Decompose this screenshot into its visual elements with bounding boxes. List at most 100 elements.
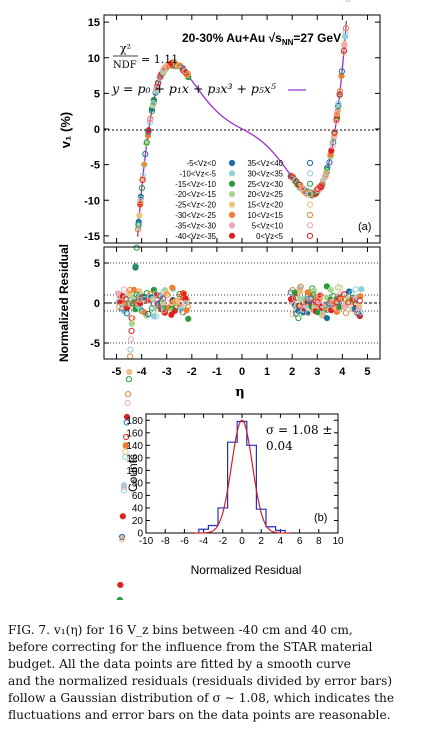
v1-data-point <box>139 176 146 183</box>
x-tick-label: 2 <box>289 366 295 378</box>
y-tick-label: 100 <box>126 466 143 477</box>
residual-point <box>297 288 304 295</box>
residual-point <box>310 291 317 298</box>
sigma-error: 0.04 <box>266 439 293 453</box>
residual-point <box>357 309 364 316</box>
residual-point <box>297 283 304 290</box>
residual-point <box>150 307 157 315</box>
v1-data-point <box>137 200 144 207</box>
residual-point <box>145 310 152 318</box>
v1-data-point <box>123 419 130 426</box>
v1-data-point <box>338 68 345 75</box>
v1-data-point <box>335 100 342 107</box>
v1-data-point <box>341 47 348 54</box>
y-tick-label: -5 <box>90 160 100 172</box>
v1-data-point <box>334 109 341 117</box>
residual-point <box>183 307 190 314</box>
x-tick-label: -4 <box>137 366 148 378</box>
v1-data-point <box>146 116 154 123</box>
y-tick-label: 15 <box>88 17 100 29</box>
legend: -5<Vz<0-10<Vz<-5 -15<Vz<-10-20<Vz<-15 -25<… <box>175 159 314 241</box>
y-tick-label: -15 <box>84 231 100 243</box>
v1-data-point <box>139 172 147 179</box>
legend-label: 35<Vz<40 <box>247 159 283 168</box>
caption-line: fluctuations and error bars on the data … <box>8 708 391 722</box>
v1-data-point <box>142 150 149 158</box>
gaussian-fit <box>194 419 290 534</box>
v1-data-point <box>345 0 351 3</box>
legend-marker <box>306 191 314 198</box>
legend-marker <box>306 159 314 167</box>
ndf-denominator: NDF <box>113 60 137 71</box>
x-tick-label: 0 <box>239 536 245 547</box>
v1-data-point <box>330 139 337 146</box>
legend-label: -5<Vz<0 <box>187 159 217 168</box>
v1-axis-label: v₁ (%) <box>58 112 73 148</box>
residual-point <box>169 284 176 291</box>
legend-label: 0<Vz<5 <box>256 232 284 241</box>
residual-point <box>348 290 355 297</box>
legend-marker <box>228 211 236 219</box>
x-tick-label: -1 <box>212 366 222 378</box>
caption-line: budget. All the data points are fitted b… <box>8 657 351 671</box>
legend-marker <box>228 159 236 167</box>
residual-point <box>291 289 299 296</box>
residual-point <box>289 311 296 318</box>
counts-axis-label: Counts <box>126 454 140 492</box>
residual-point <box>123 310 130 317</box>
v1-data-point <box>127 353 134 360</box>
legend-label: 5<Vz<10 <box>252 221 284 230</box>
x-tick-label: 2 <box>258 536 264 547</box>
legend-label: -20<Vz<-15 <box>175 190 216 199</box>
residual-point <box>114 290 122 297</box>
v1-data-point <box>335 102 342 110</box>
residual-point <box>348 296 355 303</box>
v1-data-point <box>127 336 134 343</box>
legend-marker <box>306 232 314 239</box>
v1-data-point <box>310 190 317 198</box>
v1-data-point <box>342 25 350 32</box>
y-tick-label: 10 <box>88 53 100 65</box>
legend-marker <box>306 201 314 208</box>
v1-data-point <box>338 72 345 79</box>
x-tick-label: 3 <box>314 366 320 378</box>
legend-marker <box>228 201 236 208</box>
residual-point <box>341 291 348 298</box>
v1-data-point <box>341 42 348 49</box>
y-tick-label: 80 <box>132 478 144 489</box>
y-tick-label: 140 <box>126 441 143 452</box>
legend-label: -10<Vz<-5 <box>180 169 217 178</box>
v1-data-point <box>133 244 140 251</box>
fit-formula: y = p₀ + p₁x + p₃x³ + p₅x⁵ <box>111 81 276 96</box>
caption-line: FIG. 7. v₁(η) for 16 V_z bins between -4… <box>8 623 353 637</box>
v1-data-point <box>331 129 338 136</box>
residual-point <box>150 295 157 303</box>
v1-data-point <box>116 596 123 600</box>
panel-b-label: (b) <box>314 512 327 524</box>
v1-data-point <box>331 131 338 138</box>
residual-point <box>336 284 344 291</box>
residual-point <box>185 315 192 322</box>
residual-point <box>352 286 359 293</box>
legend-marker <box>228 170 236 177</box>
x-tick-label: 0 <box>239 366 245 378</box>
y-tick-label: 120 <box>126 453 143 464</box>
residual-point <box>120 286 128 293</box>
histogram-bars <box>198 420 286 533</box>
residual-point <box>346 302 353 309</box>
y-tick-label: 20 <box>132 516 144 527</box>
v1-data-point <box>152 88 159 95</box>
panel-a-label: (a) <box>358 221 371 233</box>
residual-point <box>316 292 323 299</box>
v1-data-point <box>329 142 336 149</box>
residual-point <box>314 299 321 306</box>
caption-line: and the normalized residuals (residuals … <box>8 674 393 688</box>
x-tick-label: -4 <box>199 536 208 547</box>
v1-data-point <box>326 159 333 166</box>
v1-data-point <box>146 119 154 126</box>
residual-panel: 5 0 -5 -5 -4 -3 -2 -1 0 1 2 3 4 5 Normalized Residua… <box>57 244 381 400</box>
v1-data-point <box>125 376 133 383</box>
residual-point <box>356 297 363 304</box>
y-tick-label: -10 <box>84 195 100 207</box>
chi2-value: = 1.11 <box>141 53 178 66</box>
